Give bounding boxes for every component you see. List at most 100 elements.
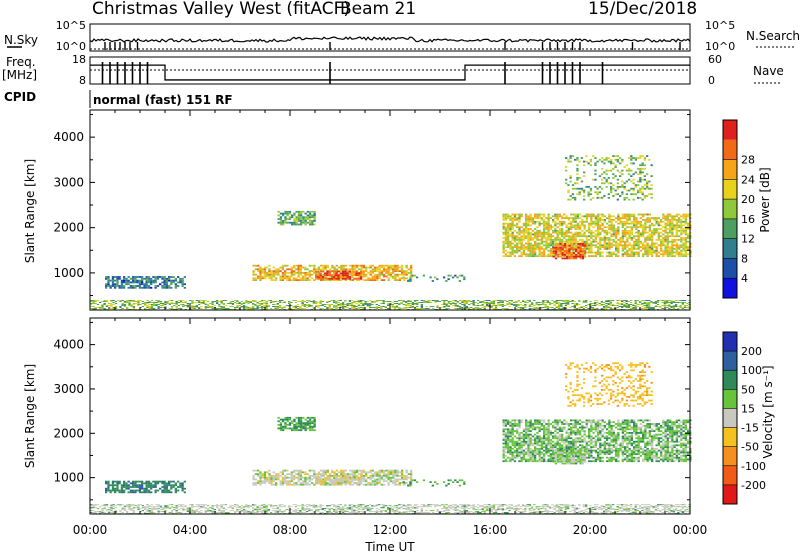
velocity-cell [113, 511, 115, 512]
power-cell [523, 253, 525, 255]
power-cell [351, 272, 353, 274]
velocity-cell [180, 505, 182, 506]
power-cell [302, 301, 304, 302]
power-cell [597, 232, 599, 234]
velocity-cell [331, 508, 333, 509]
freq-label: Freq. [6, 55, 36, 69]
power-cell [271, 276, 273, 278]
power-cell [164, 287, 166, 289]
power-cell [639, 177, 641, 179]
power-cell [505, 232, 507, 234]
velocity-cell [277, 512, 279, 513]
power-cell [624, 188, 626, 190]
power-cell [617, 303, 619, 304]
power-cell [335, 308, 337, 309]
power-cell [379, 274, 381, 276]
power-cell [685, 217, 687, 219]
velocity-cell [99, 511, 101, 512]
power-cell [584, 215, 586, 217]
power-cell [257, 265, 259, 267]
power-cell [666, 303, 668, 304]
power-cell [534, 232, 536, 234]
power-cell [687, 253, 689, 255]
power-cell [630, 304, 632, 305]
power-cell [660, 244, 662, 246]
power-cell [421, 304, 423, 305]
power-cell [403, 272, 405, 274]
power-cell [133, 307, 135, 308]
power-cell [579, 228, 581, 230]
power-cell [394, 301, 396, 302]
power-cell [122, 308, 124, 309]
velocity-cell [144, 509, 146, 510]
velocity-cell [353, 505, 355, 506]
power-cell [255, 268, 257, 270]
power-cell [381, 267, 383, 269]
power-cell [615, 193, 617, 195]
power-cell [640, 243, 642, 245]
power-cell [559, 243, 561, 245]
power-cell [169, 300, 171, 301]
power-cell [647, 239, 649, 241]
power-cell [446, 303, 448, 304]
power-cell [506, 301, 508, 302]
power-cell [671, 246, 673, 248]
power-cell [538, 304, 540, 305]
power-cell [524, 306, 526, 307]
power-cell [613, 244, 615, 246]
power-cell [295, 307, 297, 308]
power-cell [581, 215, 583, 217]
power-cell [423, 302, 425, 303]
power-cell [594, 304, 596, 305]
power-cell [282, 268, 284, 270]
power-cell [515, 301, 517, 302]
velocity-cell [99, 506, 101, 507]
power-cell [606, 226, 608, 228]
velocity-cell [232, 507, 234, 508]
power-cell [141, 280, 143, 282]
power-cell [514, 246, 516, 248]
power-cell [545, 246, 547, 248]
power-cell [180, 308, 182, 309]
power-cell [611, 228, 613, 230]
power-cell [556, 303, 558, 304]
power-cell [464, 302, 466, 303]
power-cell [134, 278, 136, 280]
power-cell [527, 219, 529, 221]
velocity-cell [176, 510, 178, 511]
power-cell [552, 244, 554, 246]
power-cell [637, 173, 639, 175]
power-cell [576, 308, 578, 309]
power-cell [685, 214, 687, 216]
power-cell [261, 308, 263, 309]
velocity-cell [324, 508, 326, 509]
power-cell [656, 243, 658, 245]
power-cell [644, 308, 646, 309]
power-cell [635, 186, 637, 188]
power-cell [576, 304, 578, 305]
power-cell [277, 307, 279, 308]
power-cell [518, 232, 520, 234]
power-cell [511, 300, 513, 301]
power-cell [644, 244, 646, 246]
power-cell [518, 217, 520, 219]
power-cell [477, 307, 479, 308]
power-cell [370, 272, 372, 274]
power-cell [116, 282, 118, 284]
velocity-cell [198, 512, 200, 513]
power-cell [601, 179, 603, 181]
power-cell [657, 301, 659, 302]
velocity-cell [160, 505, 162, 506]
power-cell [176, 307, 178, 308]
power-cell [658, 221, 660, 223]
velocity-cell [128, 508, 130, 509]
power-cell [665, 215, 667, 217]
velocity-cell [320, 512, 322, 513]
power-cell [503, 244, 505, 246]
power-cell [309, 276, 311, 278]
power-cell [585, 307, 587, 308]
power-cell [354, 265, 356, 267]
power-cell [392, 306, 394, 307]
power-cell [683, 215, 685, 217]
power-cell [399, 270, 401, 272]
